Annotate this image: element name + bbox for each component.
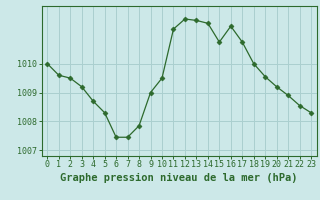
X-axis label: Graphe pression niveau de la mer (hPa): Graphe pression niveau de la mer (hPa) (60, 173, 298, 183)
